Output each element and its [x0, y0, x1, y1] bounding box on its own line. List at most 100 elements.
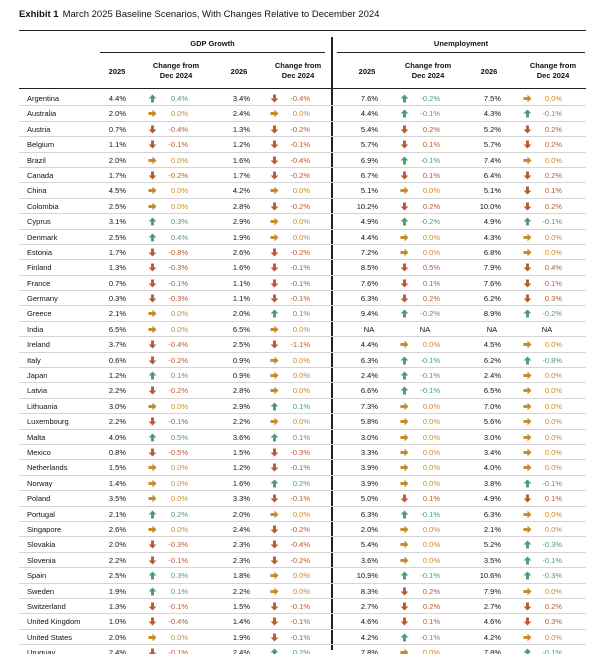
g25-value: 2.2% — [108, 417, 126, 427]
table-row: Cyprus 3.1% 0.3% 2.9% 0.0% 4.9% -0.2% 4.9% -0.1% — [0, 214, 600, 230]
country-name: France — [27, 278, 51, 288]
country-name: Netherlands — [27, 463, 68, 473]
country-name: Slovakia — [27, 540, 56, 550]
g25-value: 2.0% — [108, 155, 126, 165]
u25-value: 5.7% — [360, 140, 378, 150]
u26-value: 2.7% — [483, 601, 501, 611]
down-arrow-icon — [523, 291, 533, 306]
g26-change: 0.1% — [292, 432, 310, 442]
right-arrow-icon — [270, 214, 280, 229]
table-row: Netherlands 1.5% 0.0% 1.2% -0.1% 3.9% 0.0% 4.0%… — [0, 460, 600, 477]
table-row: Colombia 2.5% 0.0% 2.8% -0.2% 10.2% 0.2% 10.0% 0… — [0, 199, 600, 215]
g26-value: 2.4% — [232, 648, 250, 654]
country-name: Luxembourg — [27, 417, 69, 427]
u26-value: 7.9% — [483, 263, 501, 273]
u26-change: 0.1% — [544, 186, 562, 196]
g26-value: 1.6% — [232, 478, 250, 488]
down-arrow-icon — [148, 599, 158, 614]
g26-value: 1.7% — [232, 170, 250, 180]
g26-value: 2.8% — [232, 201, 250, 211]
down-arrow-icon — [270, 276, 280, 291]
g26-value: 2.2% — [232, 417, 250, 427]
g25-change: 0.0% — [170, 155, 188, 165]
right-arrow-icon — [270, 183, 280, 198]
u26-value: 4.3% — [483, 109, 501, 119]
u25-change: 0.0% — [422, 401, 440, 411]
u26-change: 0.3% — [544, 617, 562, 627]
right-arrow-icon — [523, 91, 533, 106]
u25-change: 0.2% — [422, 294, 440, 304]
u26-change: 0.0% — [544, 417, 562, 427]
unemployment-group-header: Unemployment — [433, 39, 489, 48]
u25-change: 0.2% — [422, 124, 440, 134]
u25-value: 10.9% — [356, 571, 378, 581]
g25-value: 2.4% — [108, 648, 126, 654]
right-arrow-icon — [523, 460, 533, 475]
u26-change: -0.1% — [542, 109, 562, 119]
down-arrow-icon — [270, 168, 280, 183]
right-arrow-icon — [400, 553, 410, 568]
u26-value: 6.2% — [483, 355, 501, 365]
data-table-body: Argentina 4.4% 0.4% 3.4% -0.4% 7.6% -0.2% 7.5% 0… — [0, 91, 600, 654]
up-arrow-icon — [400, 353, 410, 368]
right-arrow-icon — [148, 460, 158, 475]
up-arrow-icon — [523, 214, 533, 229]
down-arrow-icon — [270, 337, 280, 352]
right-arrow-icon — [400, 445, 410, 460]
gdp-2025-change-header: Change from Dec 2024 — [144, 61, 208, 81]
table-row: Poland 3.5% 0.0% 3.3% -0.1% 5.0% 0.1% 4.9% 0.1% — [0, 491, 600, 507]
change-header-line2: Dec 2024 — [536, 71, 570, 80]
u26-value: 7.6% — [483, 278, 501, 288]
u26-value: 4.6% — [483, 617, 501, 627]
u26-value: 3.0% — [483, 432, 501, 442]
right-arrow-icon — [523, 383, 533, 398]
up-arrow-icon — [148, 584, 158, 599]
u26-change: 0.2% — [544, 170, 562, 180]
u26-value: 2.1% — [483, 524, 501, 534]
u26-change: 0.2% — [544, 140, 562, 150]
u26-value: 3.5% — [483, 555, 501, 565]
right-arrow-icon — [270, 568, 280, 583]
up-arrow-icon — [400, 306, 410, 321]
down-arrow-icon — [400, 199, 410, 214]
table-row: France 0.7% -0.1% 1.1% -0.1% 7.6% 0.1% 7.6% 0.1% — [0, 276, 600, 292]
u25-value: 4.6% — [360, 617, 378, 627]
g26-change: 0.1% — [292, 401, 310, 411]
u26-value: 3.4% — [483, 447, 501, 457]
g25-change: 0.1% — [170, 371, 188, 381]
g26-change: -0.1% — [290, 294, 310, 304]
g25-value: 0.7% — [108, 278, 126, 288]
up-arrow-icon — [400, 568, 410, 583]
u26-value: 2.4% — [483, 371, 501, 381]
g26-change: 0.0% — [292, 386, 310, 396]
down-arrow-icon — [270, 599, 280, 614]
u26-change: 0.0% — [544, 463, 562, 473]
table-row: Finland 1.3% -0.3% 1.6% -0.1% 8.5% 0.5% 7.9% 0.4… — [0, 260, 600, 277]
u25-value: NA — [363, 324, 375, 334]
table-row: Estonia 1.7% -0.8% 2.6% -0.2% 7.2% 0.0% 6.8% 0.0… — [0, 245, 600, 261]
right-arrow-icon — [148, 183, 158, 198]
g26-value: 2.2% — [232, 586, 250, 596]
right-arrow-icon — [400, 399, 410, 414]
down-arrow-icon — [523, 137, 533, 152]
table-row: Spain 2.5% 0.3% 1.8% 0.0% 10.9% -0.1% 10.6% -0.3… — [0, 568, 600, 584]
gdp-2026-change-header: Change from Dec 2024 — [266, 61, 330, 81]
g26-change: -0.2% — [290, 201, 310, 211]
g26-change: 0.0% — [292, 509, 310, 519]
u26-change: 0.0% — [544, 247, 562, 257]
u25-change: 0.0% — [422, 417, 440, 427]
up-arrow-icon — [523, 553, 533, 568]
g26-value: 2.4% — [232, 524, 250, 534]
down-arrow-icon — [400, 276, 410, 291]
g26-change: -0.2% — [290, 170, 310, 180]
right-arrow-icon — [523, 399, 533, 414]
country-name: Norway — [27, 478, 53, 488]
u25-value: 4.2% — [360, 632, 378, 642]
down-arrow-icon — [148, 137, 158, 152]
g25-change: -0.1% — [168, 417, 188, 427]
up-arrow-icon — [523, 537, 533, 552]
table-row: Brazil 2.0% 0.0% 1.6% -0.4% 6.9% -0.1% 7.4% 0.0% — [0, 153, 600, 169]
g25-change: 0.0% — [170, 478, 188, 488]
right-arrow-icon — [523, 414, 533, 429]
u25-value: 7.3% — [360, 401, 378, 411]
